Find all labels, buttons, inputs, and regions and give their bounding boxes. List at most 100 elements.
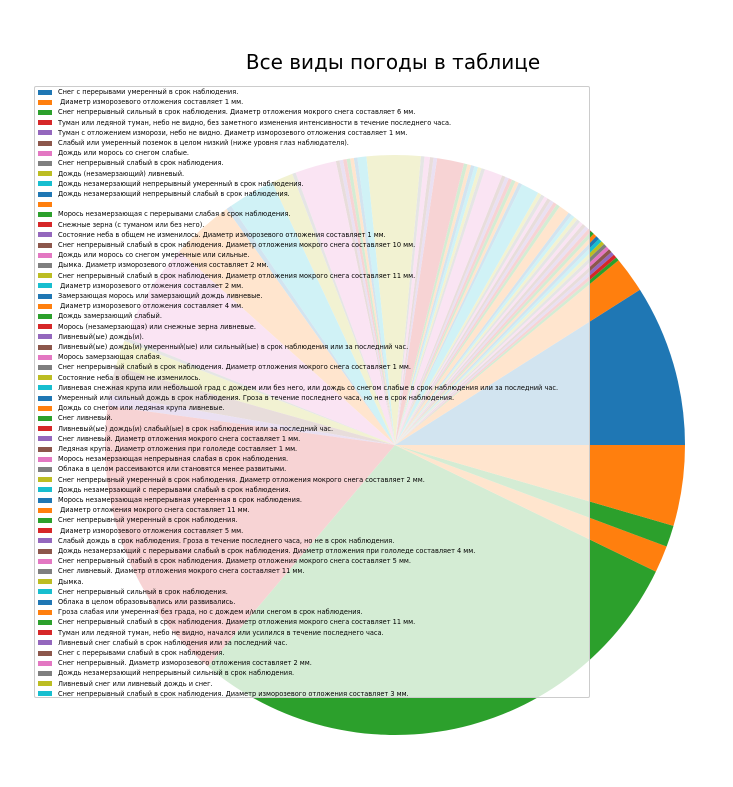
legend-label: Морось (незамерзающая) или снежные зерна… (58, 322, 256, 331)
legend-swatch (38, 619, 52, 625)
legend-label: Облака в целом образовывались или развив… (58, 598, 236, 606)
legend-swatch (38, 211, 52, 217)
legend-item: Снежные зерна (с туманом или без него). (38, 220, 204, 230)
legend-item: Снег непрерывный слабый в срок наблюдени… (38, 158, 224, 168)
legend-label: Состояние неба в общем не изменилось. (58, 373, 201, 382)
legend-label: Снег непрерывный. Диаметр изморозевого о… (58, 659, 312, 668)
legend-swatch (38, 160, 52, 166)
legend-item (38, 199, 58, 209)
legend-item: Диаметр изморозевого отложения составляе… (38, 301, 243, 311)
legend-swatch (38, 599, 52, 605)
legend-item: Снег непрерывный сильный в срок наблюден… (38, 107, 415, 117)
legend-item: Состояние неба в общем не изменилось. (38, 373, 201, 383)
legend-item: Диаметр изморозевого отложения составляе… (38, 281, 243, 291)
legend-swatch (38, 395, 52, 401)
legend-label: Дождь незамерзающий непрерывный слабый в… (58, 190, 290, 198)
legend-item: Замерзающая морось или замерзающий дождь… (38, 291, 262, 301)
legend-label: Гроза слабая или умеренная без града, но… (58, 608, 363, 617)
legend-label: Морось незамерзающая непрерывная слабая … (58, 455, 289, 464)
legend-label: Туман или ледяной туман, небо не видно, … (58, 628, 384, 637)
legend-label: Диаметр изморозевого отложения составляе… (58, 98, 244, 107)
legend-swatch (38, 99, 52, 105)
legend-swatch (38, 120, 52, 126)
legend-swatch (38, 558, 52, 564)
legend-item: Снег непрерывный сильный в срок наблюден… (38, 587, 228, 597)
legend-label: Снег непрерывный слабый в срок наблюдени… (58, 689, 409, 698)
legend-label: Снег непрерывный умеренный в срок наблюд… (58, 475, 425, 484)
legend-swatch (38, 691, 52, 697)
legend-swatch (38, 640, 52, 646)
legend-item: Умеренный или сильный дождь в срок наблю… (38, 393, 454, 403)
legend-label: Дождь или морось со снегом слабые. (58, 149, 190, 158)
legend-swatch (38, 507, 52, 513)
legend-label: Слабый или умеренный поземок в целом низ… (58, 139, 349, 147)
legend-swatch (38, 405, 52, 411)
legend-label: Снег ливневый. (58, 414, 113, 423)
legend-item: Диаметр отложения мокрого снега составля… (38, 505, 250, 515)
legend-swatch (38, 446, 52, 452)
legend-label: Снежные зерна (с туманом или без него). (58, 220, 205, 229)
legend-swatch (38, 497, 52, 503)
legend-swatch (38, 385, 52, 391)
legend-label: Снег с перерывами слабый в срок наблюден… (58, 649, 225, 657)
legend-swatch (38, 517, 52, 523)
legend-swatch (38, 201, 52, 207)
legend-label: Снег с перерывами умеренный в срок наблю… (58, 88, 239, 96)
legend-label: Дождь незамерзающий непрерывный умеренны… (58, 179, 304, 188)
legend-label: Диаметр изморозевого отложения составляе… (58, 281, 244, 290)
legend-item: Дождь или морось со снегом слабые. (38, 148, 189, 158)
legend-swatch (38, 89, 52, 95)
legend-item: Снег ливневый. Диаметр отложения мокрого… (38, 566, 304, 576)
legend-swatch (38, 681, 52, 687)
legend-label: Диаметр отложения мокрого снега составля… (58, 506, 250, 515)
legend: Снег с перерывами умеренный в срок наблю… (34, 86, 590, 698)
legend-swatch (38, 456, 52, 462)
legend-swatch (38, 171, 52, 177)
legend-item: Дымка. Диаметр изморозевого отложения со… (38, 260, 269, 270)
legend-item: Туман или ледяной туман, небо не видно, … (38, 628, 384, 638)
legend-swatch (38, 324, 52, 330)
legend-item: Дождь замерзающий слабый. (38, 311, 162, 321)
legend-label: Дождь незамерзающий с перерывами слабый … (58, 485, 291, 494)
legend-item: Дождь незамерзающий непрерывный слабый в… (38, 189, 290, 199)
legend-swatch (38, 293, 52, 299)
legend-label: Ледяная крупа. Диаметр отложения при гол… (58, 445, 298, 453)
legend-item: Снег ливневый. (38, 413, 113, 423)
legend-item: Туман с отложением изморози, небо не вид… (38, 128, 407, 138)
legend-label: Снег непрерывный слабый в срок наблюдени… (58, 159, 224, 168)
legend-label: Туман или ледяной туман, небо не видно, … (58, 118, 452, 127)
legend-swatch (38, 140, 52, 146)
legend-swatch (38, 252, 52, 258)
legend-label: Снег ливневый. Диаметр отложения мокрого… (58, 567, 305, 576)
legend-item: Дождь со снегом или ледяная крупа ливнев… (38, 403, 225, 413)
legend-label: Дождь или морось со снегом умеренные или… (58, 251, 250, 260)
legend-swatch (38, 630, 52, 636)
legend-label: Морось замерзающая слабая. (58, 353, 162, 362)
legend-label: Ливневый(ые) дождь(и) умеренный(ые) или … (58, 343, 409, 351)
legend-label: Снег непрерывный слабый в срок наблюдени… (58, 618, 416, 627)
legend-label: Ливневая снежная крупа или небольшой гра… (58, 383, 559, 392)
legend-item: Морось замерзающая слабая. (38, 352, 162, 362)
legend-item: Дождь (незамерзающий) ливневый. (38, 169, 184, 179)
legend-item: Морось незамерзающая с перерывами слабая… (38, 209, 291, 219)
legend-swatch (38, 528, 52, 534)
legend-label: Умеренный или сильный дождь в срок наблю… (58, 394, 455, 402)
legend-label: Снег непрерывный сильный в срок наблюден… (58, 587, 228, 596)
legend-swatch (38, 538, 52, 544)
legend-swatch (38, 589, 52, 595)
legend-item: Морось (незамерзающая) или снежные зерна… (38, 322, 256, 332)
legend-swatch (38, 334, 52, 340)
legend-item: Снег с перерывами слабый в срок наблюден… (38, 648, 224, 658)
legend-item: Ливневая снежная крупа или небольшой гра… (38, 383, 558, 393)
legend-swatch (38, 426, 52, 432)
legend-swatch (38, 568, 52, 574)
legend-swatch (38, 660, 52, 666)
legend-swatch (38, 650, 52, 656)
legend-item: Морось незамерзающая непрерывная умеренн… (38, 495, 302, 505)
legend-item: Снег непрерывный слабый в срок наблюдени… (38, 617, 415, 627)
legend-swatch (38, 415, 52, 421)
legend-label: Дымка. Диаметр изморозевого отложения со… (58, 261, 269, 270)
legend-label: Замерзающая морось или замерзающий дождь… (58, 292, 263, 300)
legend-label: Дождь со снегом или ледяная крупа ливнев… (58, 404, 225, 413)
legend-swatch (38, 222, 52, 228)
